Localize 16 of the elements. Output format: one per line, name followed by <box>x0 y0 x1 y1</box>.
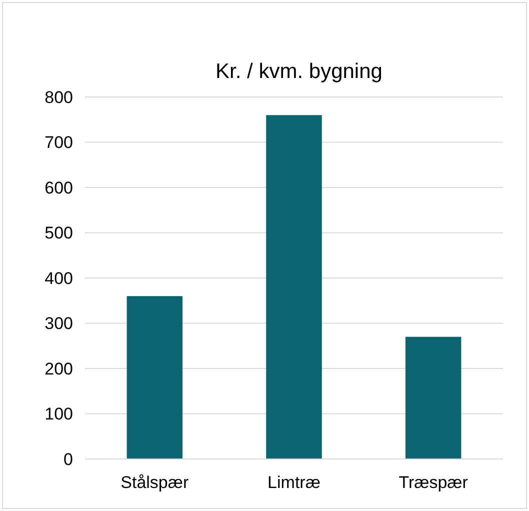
y-tick-label: 700 <box>44 133 73 152</box>
bar <box>405 336 462 459</box>
y-tick-label: 800 <box>44 88 73 107</box>
bar <box>266 115 322 459</box>
y-tick-label: 300 <box>44 314 73 334</box>
x-tick-label: Limtræ <box>268 473 320 492</box>
y-tick-label: 400 <box>44 268 73 288</box>
x-tick-label: Træspær <box>398 473 468 492</box>
y-tick-label: 0 <box>64 450 73 469</box>
y-tick-label: 500 <box>44 224 73 243</box>
y-tick-label: 600 <box>44 178 73 198</box>
y-tick-label: 200 <box>44 359 73 378</box>
bar <box>126 296 183 459</box>
x-tick-label: Stålspær <box>120 473 190 492</box>
y-tick-label: 100 <box>44 404 73 424</box>
chart-title: Kr. / kvm. bygning <box>216 60 382 83</box>
